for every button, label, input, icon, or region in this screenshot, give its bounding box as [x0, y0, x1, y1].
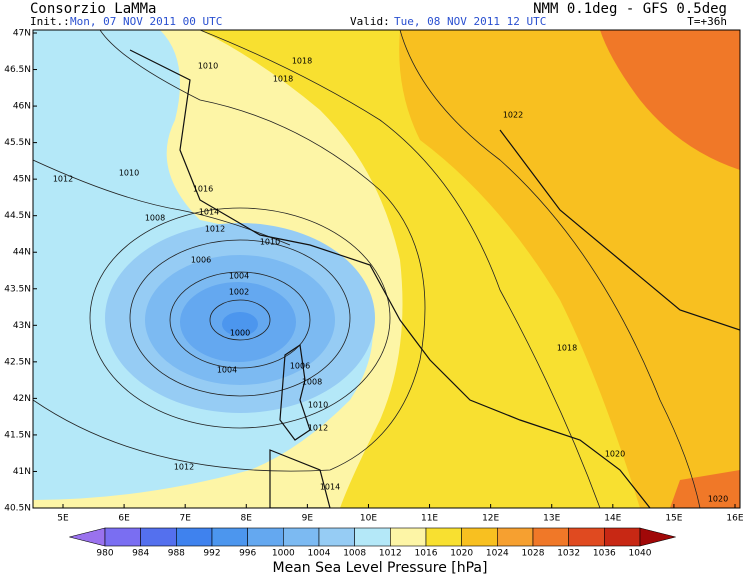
contour-label: 1012	[308, 424, 328, 433]
lat-label: 45N	[13, 175, 31, 185]
lat-label: 45.5N	[4, 138, 31, 148]
lon-label: 13E	[543, 514, 560, 524]
contour-label: 1018	[292, 57, 312, 66]
colorbar-label: 1036	[593, 549, 616, 559]
colorbar-segment	[532, 527, 569, 547]
lat-label: 42.5N	[4, 357, 31, 367]
contour-label: 1010	[308, 401, 328, 410]
contour-label: 1008	[145, 214, 165, 223]
colorbar-segment	[604, 527, 641, 547]
contour-label: 1004	[217, 366, 237, 375]
map	[33, 30, 740, 508]
colorbar-label: 1012	[379, 549, 402, 559]
lat-label: 46N	[13, 102, 31, 112]
colorbar-label: 1008	[343, 549, 366, 559]
colorbar-label: 1024	[486, 549, 509, 559]
contour-label: 1000	[230, 329, 250, 338]
lon-label: 14E	[604, 514, 621, 524]
contour-label: 1016	[193, 185, 213, 194]
contour-label: 1014	[199, 208, 219, 217]
init-label: Init.:	[30, 15, 70, 28]
contour-label: 1002	[229, 288, 249, 297]
contour-label: 1020	[708, 495, 728, 504]
colorbar-label: 1020	[450, 549, 473, 559]
lat-label: 46.5N	[4, 65, 31, 75]
lon-label: 8E	[241, 514, 253, 524]
lon-label: 7E	[179, 514, 191, 524]
model: NMM 0.1deg - GFS 0.5deg	[533, 1, 727, 17]
colorbar-segment	[104, 527, 141, 547]
colorbar-label: 1028	[522, 549, 545, 559]
colorbar-extend-high	[639, 527, 676, 547]
colorbar-segment	[176, 527, 213, 547]
init-time: Mon, 07 NOV 2011 00 UTC	[70, 15, 222, 28]
lon-label: 16E	[726, 514, 743, 524]
contour-label: 1006	[290, 362, 310, 371]
lat-label: 42N	[13, 394, 31, 404]
colorbar-segment	[211, 527, 248, 547]
colorbar-label: 988	[168, 549, 185, 559]
colorbar-label: 1032	[557, 549, 580, 559]
lead-time: T=+36h	[687, 15, 727, 28]
lat-label: 41N	[13, 467, 31, 477]
contour-label: 1006	[191, 256, 211, 265]
lon-label: 12E	[482, 514, 499, 524]
lon-label: 11E	[421, 514, 438, 524]
colorbar-label: 984	[132, 549, 149, 559]
lon-label: 10E	[360, 514, 377, 524]
colorbar-segment	[568, 527, 605, 547]
colorbar-segment	[247, 527, 284, 547]
contour-label: 1010	[119, 169, 139, 178]
colorbar-label: 1004	[308, 549, 331, 559]
colorbar-label: 1040	[629, 549, 652, 559]
contour-label: 1018	[273, 75, 293, 84]
colorbar-segment	[390, 527, 427, 547]
colorbar-label: 992	[203, 549, 220, 559]
contour-label: 1014	[320, 483, 340, 492]
colorbar-extend-low	[69, 527, 106, 547]
contour-label: 1008	[302, 378, 322, 387]
colorbar-label: 1000	[272, 549, 295, 559]
contour-label: 1022	[503, 111, 523, 120]
lon-label: 9E	[302, 514, 314, 524]
lat-label: 43N	[13, 321, 31, 331]
colorbar-segment	[497, 527, 534, 547]
map-frame	[32, 29, 741, 509]
contour-label: 1018	[557, 344, 577, 353]
colorbar-label: 996	[239, 549, 256, 559]
contour-label: 1010	[198, 62, 218, 71]
colorbar-segment	[425, 527, 462, 547]
colorbar-segment	[461, 527, 498, 547]
colorbar-label: 1016	[415, 549, 438, 559]
colorbar-segment	[283, 527, 320, 547]
colorbar-segment	[354, 527, 391, 547]
lat-label: 40.5N	[4, 504, 31, 514]
valid-label: Valid:	[350, 15, 390, 28]
contour-label: 1012	[53, 175, 73, 184]
lon-label: 5E	[57, 514, 69, 524]
contour-label: 1004	[229, 272, 249, 281]
contour-label: 1020	[605, 450, 625, 459]
lat-label: 43.5N	[4, 284, 31, 294]
colorbar-segment	[140, 527, 177, 547]
colorbar-label: 980	[96, 549, 113, 559]
lat-label: 44N	[13, 248, 31, 258]
valid-time: Tue, 08 NOV 2011 12 UTC	[394, 15, 546, 28]
contour-label: 1012	[205, 225, 225, 234]
colorbar-segment	[318, 527, 355, 547]
lat-label: 41.5N	[4, 430, 31, 440]
colorbar-title: Mean Sea Level Pressure [hPa]	[273, 560, 488, 576]
lat-label: 47N	[13, 29, 31, 39]
title: Consorzio LaMMa	[30, 1, 156, 17]
lon-label: 15E	[665, 514, 682, 524]
contour-label: 1012	[174, 463, 194, 472]
contour-label: 1010	[260, 238, 280, 247]
lon-label: 6E	[118, 514, 130, 524]
lat-label: 44.5N	[4, 211, 31, 221]
